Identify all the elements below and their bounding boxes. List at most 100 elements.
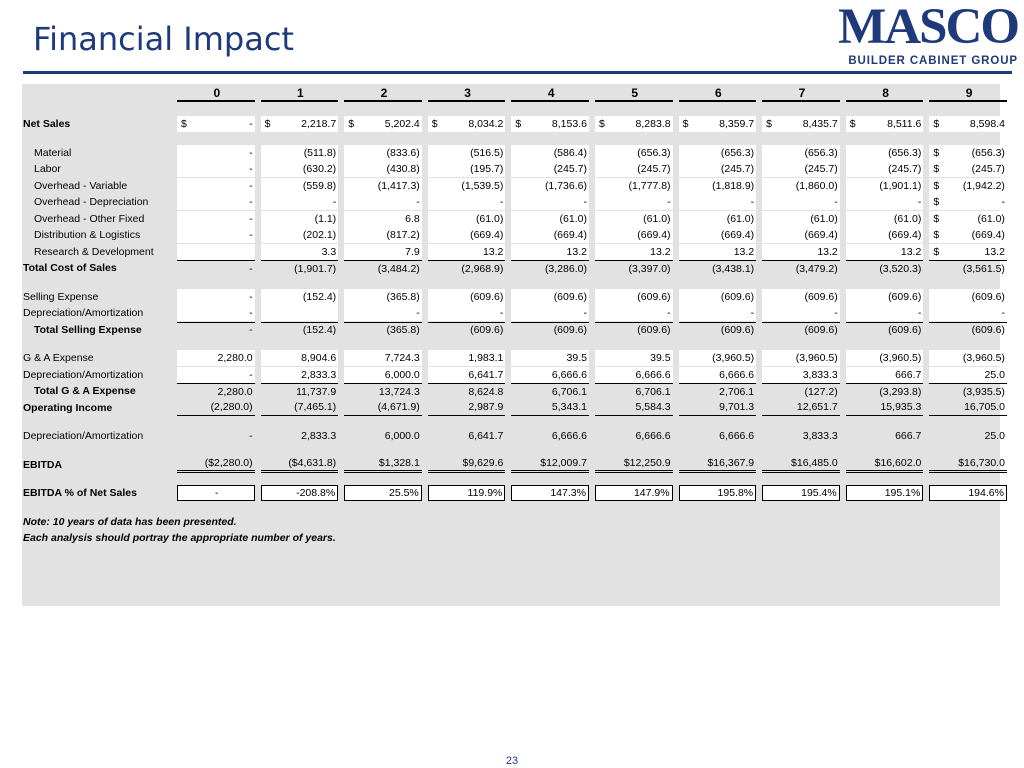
value-cell: 6,641.7 — [425, 366, 509, 384]
cell-box: 25.5% — [344, 485, 422, 502]
cell-value: (245.7) — [553, 163, 587, 176]
cell-box: (3,479.2) — [762, 260, 840, 276]
cell-value: - — [583, 196, 587, 209]
cell-box: 6,666.6 — [595, 428, 673, 444]
row-label: Net Sales — [23, 118, 71, 131]
value-cell: (609.6) — [425, 321, 509, 339]
cell-value: 147.9% — [633, 487, 670, 500]
value-cell: (245.7) — [843, 161, 927, 178]
cell-value: (1,736.6) — [544, 179, 587, 192]
cell-box: (609.6) — [929, 321, 1007, 338]
cell-box: 666.7 — [846, 428, 924, 444]
value-cell: $ - — [174, 116, 258, 133]
cell-box: 666.7 — [845, 366, 924, 383]
cell-box: 13.2 — [427, 243, 506, 260]
cell-box: - — [177, 210, 255, 227]
cell-value: - — [249, 368, 253, 381]
cell-box: $16,367.9 — [678, 457, 757, 473]
cell-box: (630.2) — [260, 161, 339, 178]
year-header: 1 — [260, 86, 339, 102]
cell-value: 12,651.7 — [796, 401, 838, 414]
cell-box: (3,960.5) — [678, 350, 757, 367]
cell-value: $1,328.1 — [378, 457, 420, 470]
cell-value: 5,202.4 — [384, 118, 420, 131]
cell-box: 25.0 — [929, 428, 1007, 444]
cell-value: (3,935.5) — [962, 385, 1005, 398]
cell-value: $16,602.0 — [874, 457, 922, 470]
cell-box — [260, 305, 339, 322]
spacer-row — [22, 445, 1010, 457]
cell-value: 2,833.3 — [301, 430, 337, 443]
cell-value: 7.9 — [405, 245, 420, 258]
spacer-cell — [22, 445, 1010, 457]
cell-box: (1,539.5) — [427, 177, 506, 194]
cell-box: 5,343.1 — [511, 400, 589, 416]
value-cell: 3.3 — [258, 243, 342, 261]
cell-box: 2,987.9 — [427, 400, 506, 416]
year-header-cell: 5 — [592, 84, 676, 104]
cell-box: 2,833.3 — [261, 428, 339, 444]
cell-value: 6,706.1 — [635, 385, 671, 398]
value-cell: (4,671.9) — [341, 400, 425, 417]
cell-box: 11,737.9 — [260, 383, 339, 399]
value-cell: (609.6) — [676, 321, 760, 339]
value-cell: 7,724.3 — [341, 350, 425, 367]
cell-box: (1,777.8) — [594, 177, 673, 194]
cell-box: - — [177, 321, 255, 338]
value-cell: (630.2) — [258, 161, 342, 178]
value-cell: (202.1) — [258, 227, 342, 244]
cell-box: 2,280.0 — [177, 383, 255, 399]
cell-value: 6,641.7 — [468, 430, 504, 443]
row-label: Overhead - Depreciation — [34, 196, 149, 209]
cell-value: (609.6) — [637, 290, 671, 303]
cell-box: (365.8) — [344, 288, 422, 305]
value-cell: (245.7) — [592, 161, 676, 178]
spacer-row — [22, 133, 1010, 145]
cell-box: - — [678, 305, 757, 322]
cell-box: (609.6) — [929, 288, 1007, 305]
cell-value: 25.5% — [389, 487, 419, 500]
row-label: Total Cost of Sales — [23, 262, 117, 275]
cell-value: 7,724.3 — [384, 352, 420, 365]
cell-value: 195.1% — [884, 487, 921, 500]
cell-value: 39.5 — [650, 352, 671, 365]
dollar-sign: $ — [933, 196, 940, 209]
cell-box: (609.6) — [845, 321, 924, 338]
value-cell: (833.6) — [341, 144, 425, 162]
cell-box: (609.6) — [594, 288, 673, 305]
value-cell: (3,960.5) — [759, 350, 843, 367]
row-label: Depreciation/Amortization — [23, 430, 144, 443]
cell-box: (656.3) — [678, 144, 757, 161]
cell-value: - — [215, 487, 219, 500]
cell-box: - — [177, 288, 255, 305]
cell-box: $16,602.0 — [845, 457, 924, 473]
value-cell: 195.8% — [676, 485, 760, 502]
cell-box: - — [177, 144, 255, 161]
cell-box: (669.4) — [427, 227, 506, 244]
cell-box: (61.0) — [762, 210, 840, 227]
cell-value: (152.4) — [302, 290, 337, 303]
note-row: Each analysis should portray the appropr… — [22, 530, 1010, 547]
cell-value: (4,671.9) — [377, 401, 420, 414]
cell-value: (61.0) — [475, 212, 504, 225]
cell-value: - — [499, 307, 504, 320]
cell-box: (669.4) — [511, 227, 589, 244]
value-cell: (61.0) — [676, 210, 760, 228]
title-divider — [23, 71, 1012, 74]
cell-value: 2,218.7 — [301, 118, 337, 131]
cell-value: 13.2 — [566, 245, 587, 258]
value-cell: (609.6) — [926, 288, 1010, 306]
year-header: 2 — [344, 86, 422, 102]
cell-value: (669.4) — [888, 229, 922, 242]
value-cell: - — [676, 194, 760, 211]
dollar-sign: $ — [933, 212, 940, 225]
value-cell: (656.3) — [759, 144, 843, 162]
value-cell: - — [843, 305, 927, 322]
cell-value: (61.0) — [893, 212, 922, 225]
value-cell: - — [341, 194, 425, 211]
cell-value: (609.6) — [888, 290, 922, 303]
value-cell: 5,343.1 — [508, 400, 592, 417]
cell-box: $12,009.7 — [511, 457, 589, 473]
cell-box: (609.6) — [594, 321, 673, 338]
cell-box: (559.8) — [260, 177, 339, 194]
